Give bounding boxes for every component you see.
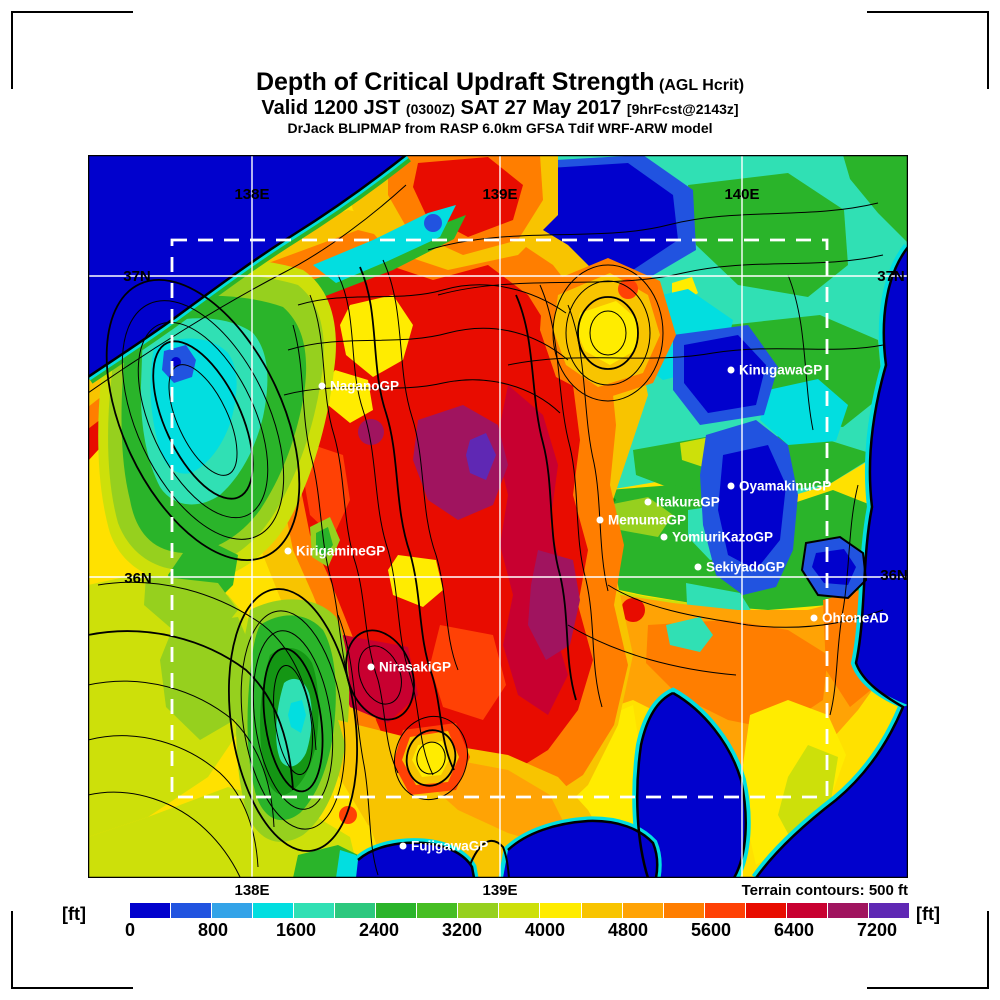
colorbar-segment <box>335 903 376 918</box>
model-info-line: DrJack BLIPMAP from RASP 6.0km GFSA Tdif… <box>287 119 713 136</box>
site-dot <box>727 482 735 490</box>
colorbar-segment <box>663 903 704 918</box>
lat-label: 37N <box>877 268 905 285</box>
site-label: SekiyadoGP <box>706 560 785 575</box>
colorbar-segment <box>171 903 212 918</box>
colorbar-tick-label: 5600 <box>690 920 732 940</box>
site-label: ItakuraGP <box>656 495 720 510</box>
colorbar-segment <box>540 903 581 918</box>
colorbar-segment <box>130 903 171 918</box>
colorbar-unit-left: [ft] <box>62 904 86 924</box>
site-dot <box>644 498 652 506</box>
frame-corner-tick <box>867 911 989 989</box>
colorbar-segment <box>581 903 622 918</box>
site-label: OyamakinuGP <box>739 479 831 494</box>
site-label: NirasakiGP <box>379 660 451 675</box>
colorbar-segment <box>786 903 827 918</box>
colorbar-tick-label: 4000 <box>524 920 566 940</box>
colorbar-segment <box>253 903 294 918</box>
terrain-contour-lines <box>88 184 884 878</box>
colorbar-segment <box>212 903 253 918</box>
lat-label: 37N <box>123 268 151 285</box>
site-dot <box>367 663 375 671</box>
colorbar-tick-label: 800 <box>197 920 229 940</box>
title-block: Depth of Critical Updraft Strength (AGL … <box>0 68 1000 136</box>
colorbar-segment <box>376 903 417 918</box>
frame-corner-tick <box>867 11 989 89</box>
terrain-contours-note: Terrain contours: 500 ft <box>741 882 908 899</box>
colorbar <box>130 903 909 918</box>
lon-label: 139E <box>482 186 517 203</box>
colorbar-segment <box>622 903 663 918</box>
site-label: OhtoneAD <box>822 611 889 626</box>
site-dot <box>810 614 818 622</box>
colorbar-tick-label: 2400 <box>358 920 400 940</box>
lat-label: 36N <box>880 567 908 584</box>
site-dot <box>318 382 326 390</box>
lat-label: 36N <box>124 570 152 587</box>
colorbar-segment <box>704 903 745 918</box>
colorbar-tick-label: 1600 <box>275 920 317 940</box>
frame-corner-tick <box>11 11 133 89</box>
site-dot <box>399 842 407 850</box>
site-label: NaganoGP <box>330 379 399 394</box>
site-dot <box>694 563 702 571</box>
coastline-layer <box>88 155 908 878</box>
site-label: KinugawaGP <box>739 363 822 378</box>
colorbar-segment <box>499 903 540 918</box>
graticule-layer <box>88 155 908 878</box>
colorbar-segment <box>868 903 909 918</box>
lon-label: 140E <box>724 186 759 203</box>
site-label: FujigawaGP <box>411 839 488 854</box>
colorbar-segment <box>294 903 335 918</box>
colorbar-tick-label: 6400 <box>773 920 815 940</box>
site-dot <box>727 366 735 374</box>
colorbar-tick-label: 0 <box>124 920 136 940</box>
site-dot <box>596 516 604 524</box>
map-border <box>88 155 908 878</box>
page-title: Depth of Critical Updraft Strength (AGL … <box>255 68 745 96</box>
colorbar-segment <box>417 903 458 918</box>
site-label: YomiuriKazoGP <box>672 530 773 545</box>
site-markers: NaganoGP KinugawaGP OyamakinuGP ItakuraGP Me… <box>284 363 889 854</box>
site-label: KirigamineGP <box>296 544 385 559</box>
site-dot <box>660 533 668 541</box>
colorbar-segment <box>745 903 786 918</box>
site-label: MemumaGP <box>608 513 686 528</box>
model-domain-box <box>170 238 829 799</box>
map-canvas: 138E 139E 140E 37N 37N 36N 36N NaganoGP Kinugaw… <box>88 155 908 878</box>
frame-corner-tick <box>11 911 133 989</box>
colorbar-segment <box>827 903 868 918</box>
site-dot <box>284 547 292 555</box>
colorbar-segment <box>458 903 499 918</box>
valid-time-line: Valid 1200 JST (0300Z) SAT 27 May 2017 [… <box>261 96 739 119</box>
colorbar-tick-label: 4800 <box>607 920 649 940</box>
colorbar-tick-label: 7200 <box>856 920 898 940</box>
colorbar-unit-right: [ft] <box>916 904 940 924</box>
contour-fill-layer <box>88 155 908 878</box>
colorbar-tick-label: 3200 <box>441 920 483 940</box>
bottom-lon-label: 139E <box>482 882 518 899</box>
grid-labels: 138E 139E 140E 37N 37N 36N 36N <box>123 186 908 587</box>
bottom-lon-label: 138E <box>234 882 270 899</box>
lon-label: 138E <box>234 186 269 203</box>
